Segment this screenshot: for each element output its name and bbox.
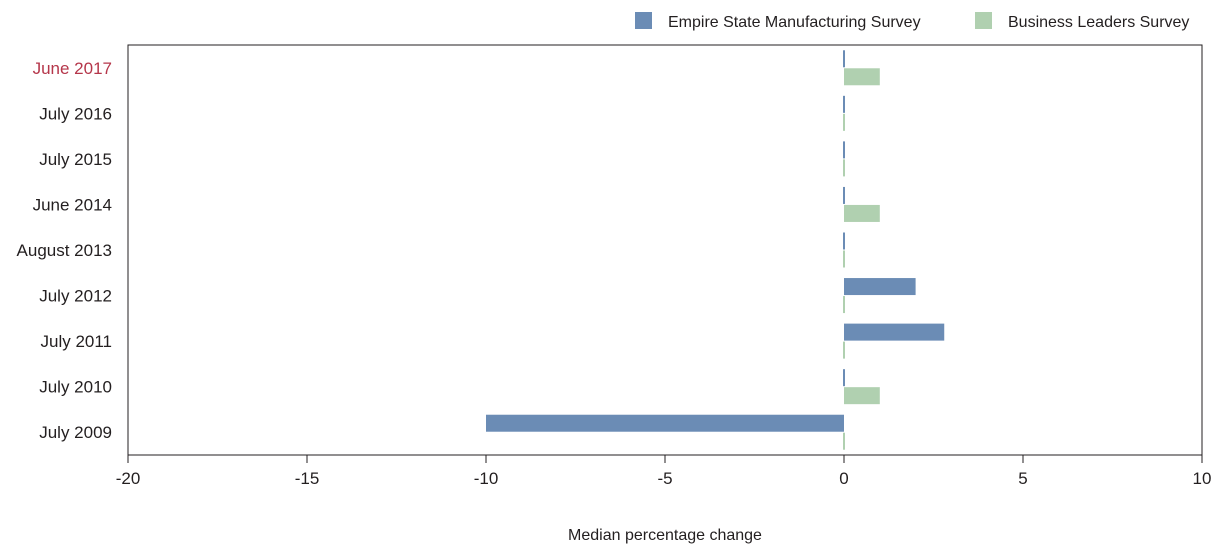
category-label: June 2017 bbox=[33, 59, 112, 78]
x-tick-label: -20 bbox=[116, 469, 141, 488]
empire-bar bbox=[843, 141, 845, 159]
plot-frame bbox=[127, 44, 1203, 456]
x-tick-label: -5 bbox=[657, 469, 672, 488]
business-leaders-bar bbox=[843, 432, 845, 450]
x-axis-ticks: -20 -15 -10 -5 0 5 10 bbox=[116, 455, 1212, 488]
business-leaders-bar bbox=[844, 204, 880, 222]
category-label: July 2009 bbox=[39, 423, 112, 442]
category-label: August 2013 bbox=[17, 241, 112, 260]
empire-bar bbox=[843, 50, 845, 68]
category-label: July 2016 bbox=[39, 104, 112, 123]
legend-swatch bbox=[975, 12, 992, 29]
empire-bar bbox=[844, 323, 945, 341]
x-tick-label: -15 bbox=[295, 469, 320, 488]
empire-bar bbox=[843, 186, 845, 204]
empire-bar bbox=[843, 232, 845, 250]
empire-bar bbox=[844, 278, 916, 296]
x-tick-label: 0 bbox=[839, 469, 848, 488]
x-axis-title: Median percentage change bbox=[568, 527, 762, 544]
business-leaders-bar bbox=[843, 159, 845, 177]
x-tick-label: 10 bbox=[1193, 469, 1212, 488]
category-labels: June 2017 July 2016 July 2015 June 2014 Augu… bbox=[17, 59, 112, 442]
legend-label: Empire State Manufacturing Survey bbox=[668, 14, 921, 31]
category-label: July 2011 bbox=[40, 332, 112, 351]
business-leaders-bar bbox=[843, 341, 845, 359]
business-leaders-bar bbox=[844, 387, 880, 405]
x-tick-label: -10 bbox=[474, 469, 499, 488]
business-leaders-bar bbox=[843, 113, 845, 131]
business-leaders-bar bbox=[844, 68, 880, 86]
legend-label: Business Leaders Survey bbox=[1008, 14, 1189, 31]
bars bbox=[486, 50, 945, 450]
x-tick-label: 5 bbox=[1018, 469, 1027, 488]
business-leaders-bar bbox=[843, 296, 845, 314]
empire-bar bbox=[486, 414, 844, 432]
legend-swatch bbox=[635, 12, 652, 29]
business-leaders-bar bbox=[843, 250, 845, 268]
empire-bar bbox=[843, 95, 845, 113]
empire-bar bbox=[843, 369, 845, 387]
category-label: June 2014 bbox=[33, 195, 112, 214]
category-label: July 2012 bbox=[39, 287, 112, 306]
legend: Empire State Manufacturing Survey Busines… bbox=[635, 12, 1189, 31]
category-label: July 2010 bbox=[39, 378, 112, 397]
category-label: July 2015 bbox=[39, 150, 112, 169]
